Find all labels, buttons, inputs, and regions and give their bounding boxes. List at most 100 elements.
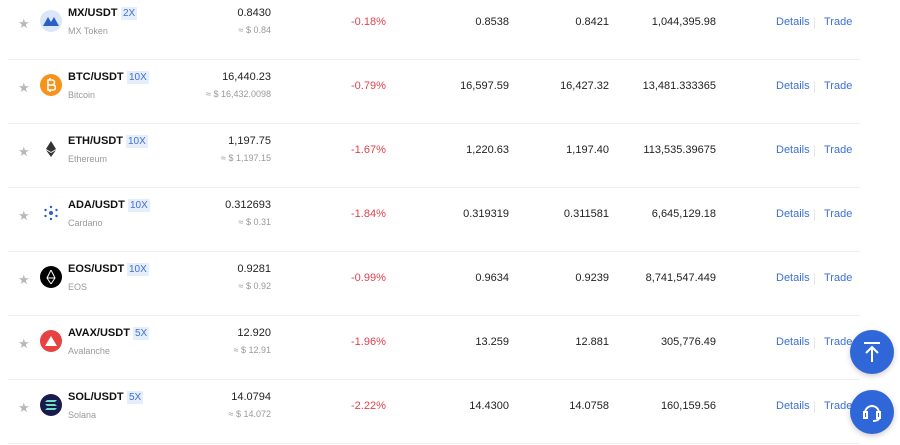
divider	[814, 145, 815, 157]
high-price: 0.9634	[475, 272, 509, 284]
last-price: 1,197.75	[228, 135, 271, 147]
volume: 1,044,395.98	[651, 16, 716, 28]
leverage-badge: 10X	[127, 263, 149, 276]
high-price: 16,597.59	[460, 80, 509, 92]
trade-link[interactable]: Trade	[824, 400, 853, 412]
trade-link[interactable]: Trade	[824, 336, 853, 348]
low-price: 14.0758	[569, 400, 609, 412]
favorite-star-icon[interactable]: ★	[18, 400, 30, 415]
usd-price: ≈ $ 0.84	[238, 25, 271, 35]
coin-name: Bitcoin	[68, 90, 96, 100]
low-price: 1,197.40	[566, 144, 609, 156]
usd-price: ≈ $ 0.92	[238, 281, 271, 291]
change-percent: -1.84%	[351, 208, 386, 220]
coin-name: Ethereum	[68, 154, 108, 164]
trade-link[interactable]: Trade	[824, 80, 853, 92]
change-percent: -0.79%	[351, 80, 386, 92]
details-link[interactable]: Details	[776, 144, 810, 156]
high-price: 14.4300	[469, 400, 509, 412]
details-link[interactable]: Details	[776, 16, 810, 28]
high-price: 13.259	[475, 336, 509, 348]
back-to-top-button[interactable]	[850, 330, 894, 374]
usd-price: ≈ $ 16,432.0098	[206, 89, 271, 99]
low-price: 12.881	[575, 336, 609, 348]
details-link[interactable]: Details	[776, 336, 810, 348]
pair-symbol[interactable]: AVAX/USDT	[68, 327, 130, 339]
divider	[814, 337, 815, 349]
trade-link[interactable]: Trade	[824, 272, 853, 284]
market-row[interactable]: ★ SOL/USDT 5X Solana 14.0794 ≈ $ 14.072 …	[8, 379, 860, 444]
pair-symbol[interactable]: ADA/USDT	[68, 199, 125, 211]
leverage-badge: 5X	[133, 327, 150, 340]
pair-symbol[interactable]: MX/USDT	[68, 7, 118, 19]
market-row[interactable]: ★ EOS/USDT 10X EOS 0.9281 ≈ $ 0.92 -0.99…	[8, 251, 860, 316]
ethereum-icon	[40, 138, 62, 160]
volume: 160,159.56	[660, 400, 716, 412]
divider	[814, 401, 815, 413]
details-link[interactable]: Details	[776, 80, 810, 92]
last-price: 16,440.23	[222, 71, 271, 83]
volume: 6,645,129.18	[651, 208, 716, 220]
usd-price: ≈ $ 1,197.15	[221, 153, 271, 163]
bitcoin-icon	[40, 74, 62, 96]
eos-icon	[40, 266, 62, 288]
high-price: 1,220.63	[466, 144, 509, 156]
coin-name: EOS	[68, 282, 88, 292]
pair-symbol[interactable]: SOL/USDT	[68, 391, 124, 403]
market-row[interactable]: ★ ADA/USDT 10X Cardano 0.312693 ≈ $ 0.31…	[8, 187, 860, 252]
customer-support-button[interactable]	[850, 390, 894, 434]
details-link[interactable]: Details	[776, 400, 810, 412]
divider	[814, 273, 815, 285]
coin-name: Solana	[68, 410, 97, 420]
cardano-icon	[40, 202, 62, 224]
headset-icon	[863, 405, 881, 422]
mx-logo-icon	[40, 10, 62, 32]
coin-name: Avalanche	[68, 346, 110, 356]
solana-icon	[40, 394, 62, 416]
favorite-star-icon[interactable]: ★	[18, 272, 30, 287]
last-price: 0.9281	[237, 263, 271, 275]
volume: 305,776.49	[660, 336, 716, 348]
market-row[interactable]: ★ BTC/USDT 10X Bitcoin 16,440.23 ≈ $ 16,…	[8, 59, 860, 124]
volume: 13,481.333365	[642, 80, 716, 92]
last-price: 0.8430	[237, 7, 271, 19]
pair-symbol[interactable]: BTC/USDT	[68, 71, 124, 83]
volume: 8,741,547.449	[645, 272, 716, 284]
low-price: 0.8421	[575, 16, 609, 28]
market-row[interactable]: ★ MX/USDT 2X MX Token 0.8430 ≈ $ 0.84 -0…	[8, 0, 860, 60]
change-percent: -2.22%	[351, 400, 386, 412]
favorite-star-icon[interactable]: ★	[18, 16, 30, 31]
change-percent: -1.67%	[351, 144, 386, 156]
coin-name: Cardano	[68, 218, 103, 228]
favorite-star-icon[interactable]: ★	[18, 80, 30, 95]
last-price: 12.920	[237, 327, 271, 339]
details-link[interactable]: Details	[776, 272, 810, 284]
last-price: 14.0794	[231, 391, 271, 403]
high-price: 0.319319	[463, 208, 509, 220]
change-percent: -0.18%	[351, 16, 386, 28]
favorite-star-icon[interactable]: ★	[18, 144, 30, 159]
divider	[814, 17, 815, 29]
volume: 113,535.39675	[643, 144, 716, 156]
leverage-badge: 10X	[127, 71, 149, 84]
pair-symbol[interactable]: ETH/USDT	[68, 135, 123, 147]
change-percent: -0.99%	[351, 272, 386, 284]
trade-link[interactable]: Trade	[824, 144, 853, 156]
low-price: 0.311581	[563, 208, 609, 220]
last-price: 0.312693	[225, 199, 271, 211]
pair-symbol[interactable]: EOS/USDT	[68, 263, 125, 275]
avalanche-icon	[40, 330, 62, 352]
favorite-star-icon[interactable]: ★	[18, 208, 30, 223]
market-row[interactable]: ★ ETH/USDT 10X Ethereum 1,197.75 ≈ $ 1,1…	[8, 123, 860, 188]
favorite-star-icon[interactable]: ★	[18, 336, 30, 351]
coin-name: MX Token	[68, 26, 108, 36]
leverage-badge: 10X	[126, 135, 148, 148]
usd-price: ≈ $ 14.072	[228, 409, 271, 419]
high-price: 0.8538	[475, 16, 509, 28]
trade-link[interactable]: Trade	[824, 208, 853, 220]
divider	[814, 81, 815, 93]
low-price: 16,427.32	[560, 80, 609, 92]
market-row[interactable]: ★ AVAX/USDT 5X Avalanche 12.920 ≈ $ 12.9…	[8, 315, 860, 380]
trade-link[interactable]: Trade	[824, 16, 853, 28]
details-link[interactable]: Details	[776, 208, 810, 220]
